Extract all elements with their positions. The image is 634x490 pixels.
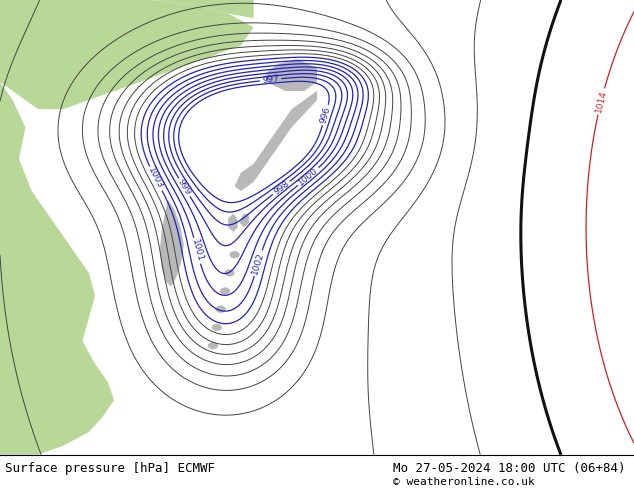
Circle shape <box>230 251 240 258</box>
Circle shape <box>208 342 218 349</box>
Text: 1000: 1000 <box>297 166 320 188</box>
Text: Mo 27-05-2024 18:00 UTC (06+84): Mo 27-05-2024 18:00 UTC (06+84) <box>393 462 626 475</box>
Text: 1001: 1001 <box>190 239 204 263</box>
Polygon shape <box>0 0 228 109</box>
Circle shape <box>212 324 222 331</box>
Polygon shape <box>0 0 114 455</box>
Polygon shape <box>160 200 184 287</box>
Text: 998: 998 <box>272 179 291 196</box>
Text: 1003: 1003 <box>146 166 165 191</box>
Polygon shape <box>240 214 249 227</box>
Text: 1014: 1014 <box>594 89 608 114</box>
Text: Surface pressure [hPa] ECMWF: Surface pressure [hPa] ECMWF <box>5 462 215 475</box>
Polygon shape <box>0 0 228 109</box>
Polygon shape <box>228 214 238 232</box>
Polygon shape <box>235 91 317 191</box>
Polygon shape <box>0 0 254 18</box>
Text: 997: 997 <box>261 74 280 85</box>
Polygon shape <box>76 0 254 91</box>
Circle shape <box>220 287 230 294</box>
Text: 1002: 1002 <box>250 251 266 275</box>
Text: 999: 999 <box>176 178 193 197</box>
Text: 996: 996 <box>319 105 332 124</box>
Polygon shape <box>266 59 317 91</box>
Circle shape <box>216 306 226 313</box>
Text: © weatheronline.co.uk: © weatheronline.co.uk <box>393 477 535 487</box>
Circle shape <box>224 269 235 276</box>
